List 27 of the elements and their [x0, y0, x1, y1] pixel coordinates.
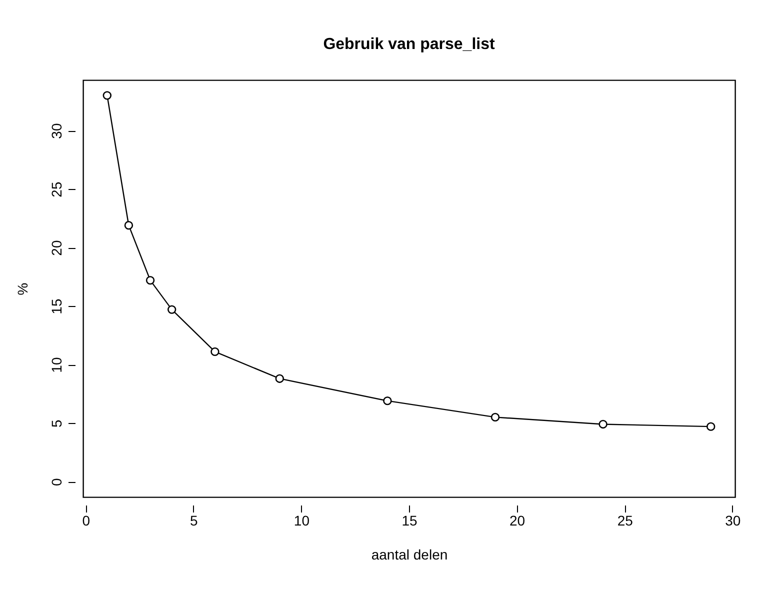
x-axis-title: aantal delen [371, 546, 448, 562]
y-tick-label: 10 [48, 357, 64, 373]
y-tick-label: 15 [48, 298, 64, 314]
point [210, 347, 220, 356]
x-tick-label: 25 [617, 512, 634, 528]
point [383, 396, 392, 406]
y-tick-label: 0 [48, 478, 64, 486]
y-axis-title: % [14, 282, 30, 296]
x-tick-label: 30 [725, 512, 741, 528]
point [706, 422, 716, 431]
point [124, 220, 134, 230]
point [598, 420, 608, 429]
x-tick-label: 15 [402, 512, 418, 528]
point [490, 412, 500, 422]
point [167, 305, 176, 314]
chart-title: Gebruik van parse_list [323, 36, 496, 53]
point [275, 374, 284, 383]
y-tick-label: 30 [48, 123, 64, 139]
y-tick-label: 25 [48, 182, 64, 198]
x-tick-label: 0 [82, 512, 90, 528]
point [102, 91, 112, 100]
x-tick-label: 10 [294, 512, 310, 528]
y-tick-label: 5 [48, 419, 64, 428]
point [146, 276, 155, 285]
y-tick-label: 20 [48, 240, 64, 256]
x-tick-label: 5 [190, 512, 198, 528]
x-tick-label: 20 [510, 512, 526, 528]
